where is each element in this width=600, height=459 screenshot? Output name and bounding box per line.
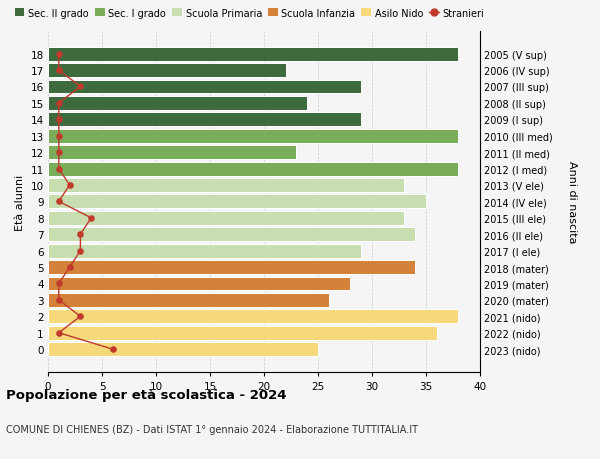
Point xyxy=(54,330,64,337)
Point xyxy=(54,166,64,173)
Point xyxy=(54,133,64,140)
Point xyxy=(54,297,64,304)
Bar xyxy=(48,162,458,176)
Point xyxy=(54,117,64,124)
Bar xyxy=(48,326,437,340)
Point xyxy=(54,67,64,74)
Point xyxy=(54,100,64,107)
Point xyxy=(76,247,85,255)
Y-axis label: Anni di nascita: Anni di nascita xyxy=(567,161,577,243)
Bar xyxy=(48,129,458,143)
Y-axis label: Età alunni: Età alunni xyxy=(15,174,25,230)
Point xyxy=(54,280,64,287)
Bar xyxy=(48,277,350,291)
Point xyxy=(54,149,64,157)
Bar xyxy=(48,146,296,160)
Legend: Sec. II grado, Sec. I grado, Scuola Primaria, Scuola Infanzia, Asilo Nido, Stran: Sec. II grado, Sec. I grado, Scuola Prim… xyxy=(11,5,488,22)
Bar xyxy=(48,212,404,225)
Bar xyxy=(48,228,415,242)
Text: COMUNE DI CHIENES (BZ) - Dati ISTAT 1° gennaio 2024 - Elaborazione TUTTITALIA.IT: COMUNE DI CHIENES (BZ) - Dati ISTAT 1° g… xyxy=(6,425,418,435)
Bar xyxy=(48,80,361,94)
Point xyxy=(76,84,85,91)
Bar xyxy=(48,342,318,356)
Bar xyxy=(48,244,361,258)
Bar xyxy=(48,261,415,274)
Bar xyxy=(48,179,404,192)
Bar xyxy=(48,195,426,209)
Point xyxy=(86,215,96,222)
Bar xyxy=(48,64,286,78)
Point xyxy=(54,198,64,206)
Bar xyxy=(48,48,458,62)
Bar xyxy=(48,97,307,111)
Point xyxy=(76,231,85,238)
Bar xyxy=(48,113,361,127)
Point xyxy=(108,346,118,353)
Bar xyxy=(48,293,329,307)
Point xyxy=(54,51,64,58)
Text: Popolazione per età scolastica - 2024: Popolazione per età scolastica - 2024 xyxy=(6,388,287,401)
Point xyxy=(65,182,74,189)
Point xyxy=(76,313,85,320)
Bar xyxy=(48,310,458,324)
Point xyxy=(65,264,74,271)
